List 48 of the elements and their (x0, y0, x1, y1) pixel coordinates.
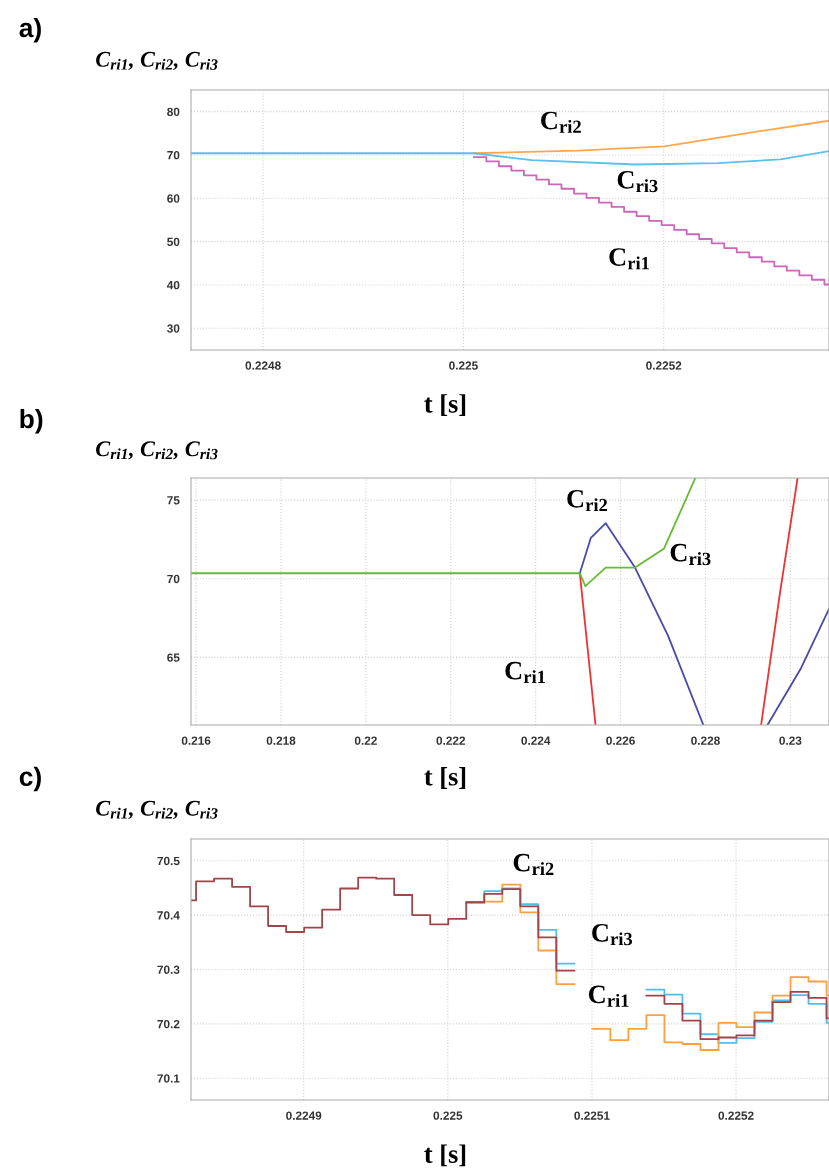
series-label: C$_{ri1}$ (609, 248, 649, 270)
y-tick-label: 70.4 (157, 911, 180, 920)
x-tick-label: 0.2252 (718, 1111, 754, 1120)
chart-title: a) (19, 17, 41, 43)
x-axis-title: t [s] (424, 767, 466, 789)
x-axis-title: t [s] (424, 1144, 466, 1167)
x-tick-label: 0.2251 (574, 1111, 610, 1120)
y-tick-label: 70 (167, 574, 180, 584)
x-tick-label: 0.226 (606, 736, 635, 745)
y-tick-label: 60 (167, 194, 180, 203)
x-tick-label: 0.225 (449, 361, 478, 370)
line-series (191, 150, 829, 166)
y-axis-title: C$_{ri1}$, C$_{ri2}$, C$_{ri3}$ (96, 441, 218, 460)
y-tick-label: 70.2 (157, 1019, 180, 1029)
y-tick-label: 70.1 (157, 1074, 180, 1083)
y-tick-label: 80 (167, 107, 180, 117)
series-label: C$_{ri1}$ (588, 985, 629, 1007)
x-tick-label: 0.2249 (286, 1111, 322, 1120)
y-tick-label: 75 (167, 496, 180, 505)
x-tick-label: 0.224 (521, 736, 551, 745)
y-tick-label: 70.5 (157, 856, 180, 866)
chart-title: c) (19, 766, 41, 792)
series-label: C$_{ri2}$ (567, 489, 607, 512)
y-tick-label: 50 (167, 237, 180, 247)
x-tick-label: 0.2252 (646, 361, 682, 370)
series-label: C$_{ri1}$ (505, 661, 545, 683)
y-axis-title: C$_{ri1}$, C$_{ri2}$, C$_{ri3}$ (96, 51, 218, 70)
chart-title: b) (20, 408, 43, 434)
y-tick-label: 30 (167, 324, 180, 333)
x-tick-label: 0.216 (181, 736, 211, 745)
series-label: C$_{ri3}$ (670, 543, 711, 566)
x-tick-label: 0.23 (779, 736, 802, 745)
series-label: C$_{ri2}$ (541, 111, 581, 133)
y-tick-label: 40 (166, 280, 180, 290)
x-tick-label: 0.225 (433, 1111, 463, 1120)
series-label: C$_{ri2}$ (513, 853, 554, 875)
x-axis-title: t [s] (424, 394, 466, 416)
series-label: C$_{ri3}$ (592, 923, 633, 946)
x-tick-label: 0.2248 (245, 361, 281, 370)
y-tick-label: 65 (167, 653, 180, 662)
y-tick-label: 70.3 (157, 965, 180, 974)
y-axis-title: C$_{ri1}$, C$_{ri2}$, C$_{ri3}$ (96, 800, 218, 819)
x-tick-label: 0.22 (354, 736, 377, 745)
series-label: C$_{ri3}$ (617, 170, 658, 193)
x-tick-label: 0.218 (266, 736, 296, 745)
x-tick-label: 0.228 (691, 736, 720, 745)
y-tick-label: 70 (167, 151, 180, 160)
x-tick-label: 0.222 (436, 736, 466, 745)
